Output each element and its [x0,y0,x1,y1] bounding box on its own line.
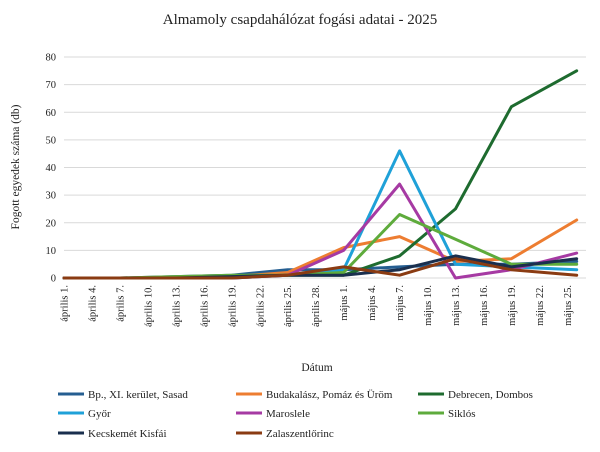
legend-label: Kecskemét Kisfái [88,428,167,440]
legend-label: Zalaszentlőrinc [266,428,334,440]
x-tick-label: április 7. [115,285,126,322]
y-tick-label: 10 [46,246,57,257]
y-tick-label: 40 [46,163,57,174]
legend-label: Debrecen, Dombos [448,389,533,401]
x-tick-label: május 1. [339,285,350,321]
gridlines [64,56,586,279]
x-axis-ticks: április 1. április 4. április 7. április 10… [60,285,574,327]
x-tick-label: április 1. [60,285,71,322]
y-tick-label: 80 [46,53,57,64]
y-tick-label: 70 [46,80,57,91]
x-tick-label: április 10. [143,285,154,327]
chart-title: Almamoly csapdahálózat fogási adatai - 2… [163,12,438,28]
legend: Bp., XI. kerület, Sasad Budakalász, Pomáz… [58,389,533,440]
x-tick-label: május 10. [423,285,434,326]
y-tick-label: 20 [46,218,57,229]
x-tick-label: április 16. [199,285,210,327]
series-line [62,257,579,280]
series-line [62,69,579,280]
legend-label: Siklós [448,408,476,420]
x-tick-label: április 19. [227,285,238,327]
legend-label: Budakalász, Pomáz és Üröm [266,389,393,401]
y-tick-label: 50 [46,135,57,146]
x-tick-label: május 4. [367,285,378,321]
y-axis-ticks: 0 10 20 30 40 50 60 70 80 [46,53,57,285]
x-tick-label: május 16. [479,285,490,326]
y-tick-label: 30 [46,191,57,202]
y-tick-label: 60 [46,108,57,119]
x-tick-label: április 25. [283,285,294,327]
x-tick-label: április 28. [311,285,322,327]
x-tick-label: április 22. [255,285,266,327]
x-tick-label: május 7. [395,285,406,321]
x-axis-title: Dátum [301,362,332,374]
legend-label: Győr [88,408,111,420]
x-tick-label: május 13. [451,285,462,326]
series-lines [62,69,579,280]
x-tick-label: április 4. [87,285,98,322]
x-tick-label: május 25. [563,285,574,326]
x-tick-label: április 13. [171,285,182,327]
y-axis-title: Fogott egyedek száma (db) [10,104,22,229]
y-tick-label: 0 [51,274,56,285]
legend-label: Bp., XI. kerület, Sasad [88,389,188,401]
x-tick-label: május 19. [507,285,518,326]
legend-label: Maroslele [266,408,310,420]
x-tick-label: május 22. [535,285,546,326]
